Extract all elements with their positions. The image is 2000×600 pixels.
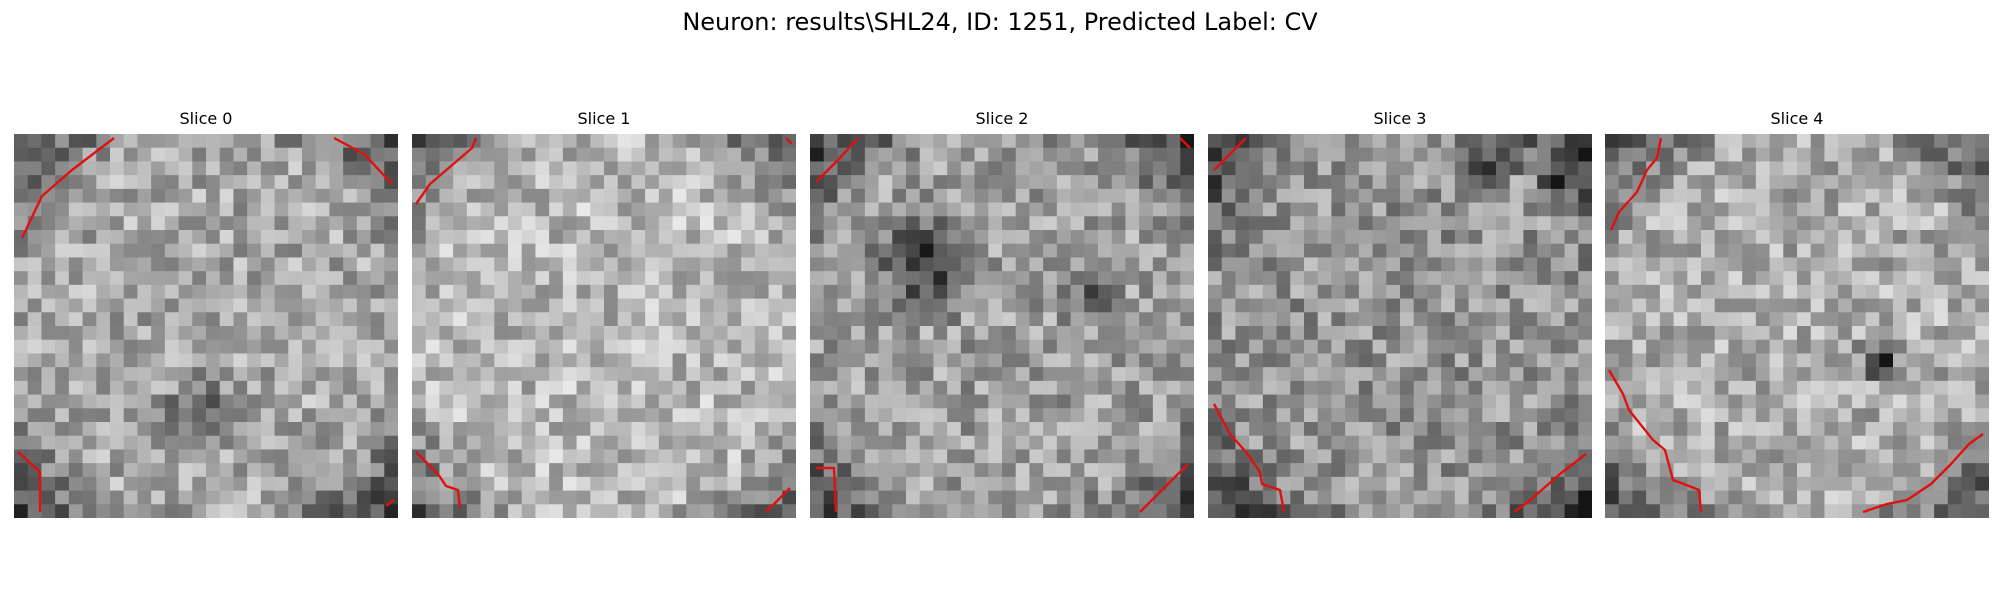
slice-panel-4: Slice 4	[1605, 108, 1989, 518]
slice-title: Slice 1	[577, 109, 631, 128]
slice-image	[1208, 134, 1592, 518]
contour-line	[1607, 369, 1703, 513]
slice-image	[1605, 134, 1989, 518]
slice-panel-1: Slice 1	[412, 108, 796, 518]
slice-title: Slice 4	[1770, 109, 1824, 128]
contour-line	[1212, 403, 1286, 513]
figure-title: Neuron: results\SHL24, ID: 1251, Predict…	[682, 8, 1318, 36]
contour-line	[1179, 137, 1191, 149]
contour-line	[765, 487, 791, 513]
slice-panel-0: Slice 0	[14, 108, 398, 518]
slice-panel-2: Slice 2	[810, 108, 1194, 518]
pixel-grid	[1208, 134, 1592, 518]
contour-line	[1139, 463, 1189, 513]
pixel-grid	[1605, 134, 1989, 518]
contour-line	[1609, 137, 1663, 231]
slice-image	[810, 134, 1194, 518]
slice-title: Slice 3	[1373, 109, 1427, 128]
pixel-grid	[810, 134, 1194, 518]
contour-line	[1513, 453, 1587, 513]
contour-line	[1862, 433, 1984, 514]
slice-title: Slice 0	[179, 109, 233, 128]
slice-title: Slice 2	[975, 109, 1029, 128]
slice-panel-3: Slice 3	[1208, 108, 1592, 518]
slice-image	[14, 134, 398, 518]
contour-line	[20, 137, 115, 239]
contour-line	[415, 137, 478, 205]
pixel-grid	[14, 134, 398, 518]
contour-line	[17, 451, 42, 512]
contour-line	[1213, 137, 1247, 171]
contour-line	[333, 136, 393, 185]
contour-line	[815, 137, 859, 183]
slice-image	[412, 134, 796, 518]
contour-line	[415, 451, 462, 509]
contour-line	[816, 466, 838, 513]
contour-line	[385, 499, 395, 507]
pixel-grid	[412, 134, 796, 518]
contour-line	[785, 137, 793, 145]
